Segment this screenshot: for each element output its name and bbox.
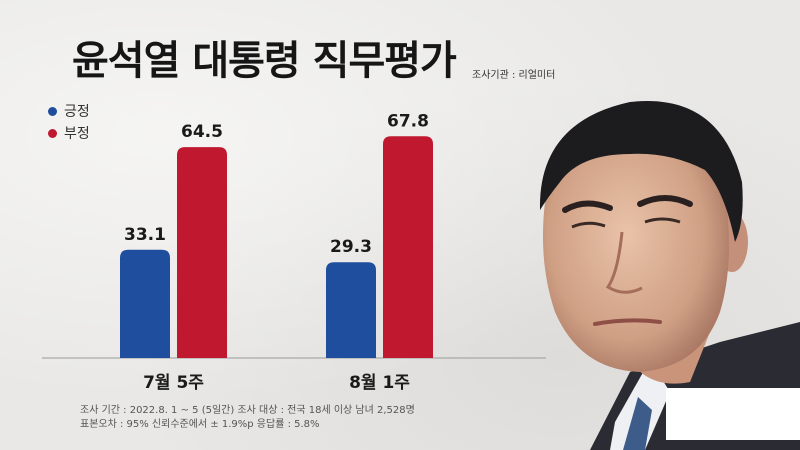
data-label-approve-1: 29.3 bbox=[330, 237, 372, 257]
legend-label-approve: 긍정 bbox=[64, 104, 90, 120]
bar-disapprove-1 bbox=[383, 136, 433, 358]
legend-dot-approve bbox=[48, 106, 57, 116]
x-tick-label-1: 8월 1주 bbox=[349, 373, 410, 393]
legend-item-approve: 긍정 bbox=[48, 100, 90, 122]
bar-disapprove-0 bbox=[177, 147, 227, 358]
bar-approve-0 bbox=[120, 249, 170, 358]
bar-approve-1 bbox=[326, 262, 376, 358]
data-label-disapprove-0: 64.5 bbox=[181, 122, 223, 142]
survey-source: 조사기관 : 리얼미터 bbox=[472, 70, 556, 81]
legend-item-disapprove: 부정 bbox=[48, 122, 90, 144]
legend: 긍정 부정 bbox=[48, 100, 90, 144]
survey-footnote: 조사 기간 : 2022.8. 1 ~ 5 (5일간) 조사 대상 : 전국 1… bbox=[80, 404, 415, 432]
footnote-line-2: 표본오차 : 95% 신뢰수준에서 ± 1.9%p 응답률 : 5.8% bbox=[80, 419, 320, 430]
legend-label-disapprove: 부정 bbox=[64, 126, 90, 142]
x-tick-label-0: 7월 5주 bbox=[143, 373, 204, 393]
data-label-approve-0: 33.1 bbox=[124, 225, 166, 245]
footnote-line-1: 조사 기간 : 2022.8. 1 ~ 5 (5일간) 조사 대상 : 전국 1… bbox=[80, 405, 415, 416]
bar-chart: 33.1 64.5 7월 5주 29.3 67.8 8월 1주 bbox=[42, 111, 546, 393]
data-label-disapprove-1: 67.8 bbox=[387, 111, 429, 131]
white-overlay-box bbox=[666, 388, 800, 440]
legend-dot-disapprove bbox=[48, 128, 57, 138]
chart-title: 윤석열 대통령 직무평가 bbox=[72, 38, 457, 84]
